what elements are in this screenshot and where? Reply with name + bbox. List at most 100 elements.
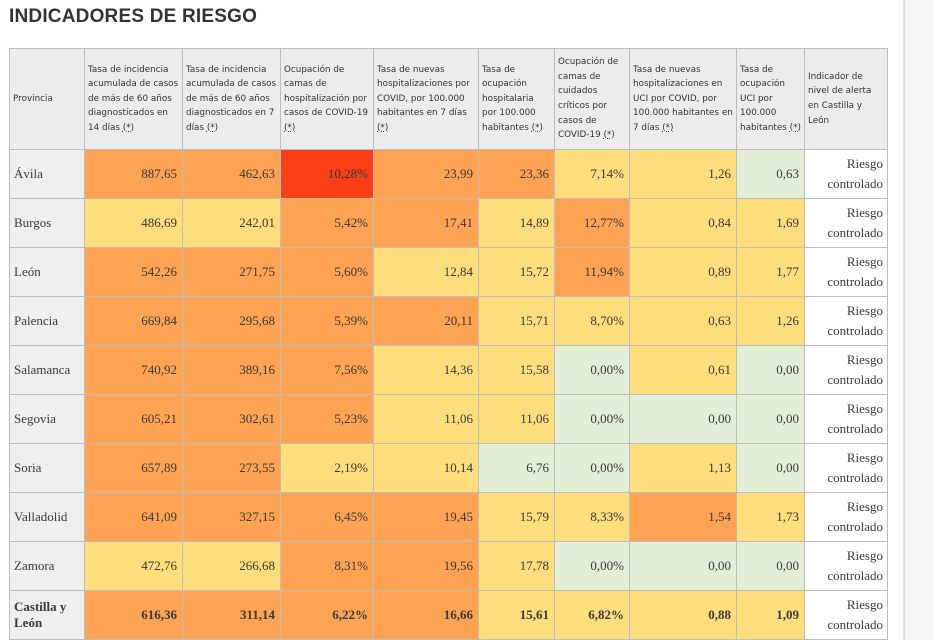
indicator-cell: 12,77% [554,198,630,248]
footnote-link[interactable]: (*) [789,122,801,133]
indicator-cell: 0,00 [629,394,737,444]
indicator-cell: 1,73 [736,492,805,542]
indicator-cell: 542,26 [84,247,183,297]
indicator-cell: 7,14% [554,149,630,199]
indicator-cell: 14,89 [478,198,555,248]
indicator-cell: 8,33% [554,492,630,542]
indicator-cell: 11,06 [478,394,555,444]
indicator-cell: 11,94% [554,247,630,297]
indicator-cell: 657,89 [84,443,183,493]
column-header: Tasa de ocupación UCI por 100.000 habita… [736,48,805,150]
alert-level-cell: Riesgo controlado [804,247,888,297]
column-header: Ocupación de camas de hospitalización po… [280,48,374,150]
province-cell: Salamanca [9,345,85,395]
column-header-text: Tasa de ocupación hospitalaria por 100.0… [482,64,536,133]
indicator-cell: 0,00 [736,345,805,395]
indicator-cell: 6,76 [478,443,555,493]
indicator-cell: 0,89 [629,247,737,297]
indicator-cell: 295,68 [182,296,281,346]
table-row: Zamora 472,76 266,68 8,31% 19,56 17,78 0,00% 0,… [9,541,888,591]
table-row: Castilla y León 616,36 311,14 6,22% 16,66 15,… [9,590,888,640]
indicator-cell: 0,00 [629,541,737,591]
indicator-cell: 11,06 [373,394,479,444]
indicator-cell: 5,39% [280,296,374,346]
table-row: Ávila 887,65 462,63 10,28% 23,99 23,36 7,14% 1,… [9,149,888,199]
footnote-link[interactable]: (*) [284,122,296,133]
table-row: Segovia 605,21 302,61 5,23% 11,06 11,06 0,00% 0… [9,394,888,444]
indicator-cell: 10,14 [373,443,479,493]
indicator-cell: 302,61 [182,394,281,444]
table-row: Palencia 669,84 295,68 5,39% 20,11 15,71 8,70%… [9,296,888,346]
alert-level-cell: Riesgo controlado [804,492,888,542]
province-cell: Castilla y León [9,590,85,640]
indicator-cell: 1,09 [736,590,805,640]
indicator-cell: 0,00% [554,345,630,395]
footnote-link[interactable]: (*) [206,122,219,133]
indicator-cell: 1,26 [736,296,805,346]
column-header-text: Provincia [13,93,53,104]
indicator-cell: 10,28% [280,149,374,199]
column-header: Provincia [9,48,85,150]
footnote-link[interactable]: (*) [377,122,389,133]
footnote-link[interactable]: (*) [531,122,543,133]
indicator-cell: 327,15 [182,492,281,542]
province-cell: Valladolid [9,492,85,542]
indicator-cell: 14,36 [373,345,479,395]
indicator-cell: 472,76 [84,541,183,591]
indicator-cell: 266,68 [182,541,281,591]
alert-level-cell: Riesgo controlado [804,149,888,199]
alert-level-cell: Riesgo controlado [804,394,888,444]
alert-level-cell: Riesgo controlado [804,541,888,591]
column-header-text: Indicador de nivel de alerta en Castilla… [808,71,872,126]
indicator-cell: 389,16 [182,345,281,395]
table-header-row: Provincia Tasa de incidencia acumulada de… [9,48,888,150]
risk-indicators-table: Provincia Tasa de incidencia acumulada de… [9,48,888,640]
indicator-cell: 616,36 [84,590,183,640]
column-header: Tasa de incidencia acumulada de casos de… [84,48,183,150]
indicator-cell: 0,00 [736,443,805,493]
indicator-cell: 23,36 [478,149,555,199]
indicator-cell: 486,69 [84,198,183,248]
indicator-cell: 0,00 [736,394,805,444]
column-header: Tasa de ocupación hospitalaria por 100.0… [478,48,555,150]
indicator-cell: 5,60% [280,247,374,297]
alert-level-cell: Riesgo controlado [804,590,888,640]
indicator-cell: 15,61 [478,590,555,640]
province-cell: Zamora [9,541,85,591]
indicator-cell: 8,31% [280,541,374,591]
indicator-cell: 15,72 [478,247,555,297]
footnote-link[interactable]: (*) [122,122,135,133]
indicator-cell: 887,65 [84,149,183,199]
province-cell: Soria [9,443,85,493]
column-header: Tasa de incidencia acumulada de casos de… [182,48,281,150]
footnote-link[interactable]: (*) [662,122,674,133]
province-cell: Ávila [9,149,85,199]
indicator-cell: 242,01 [182,198,281,248]
page-scrollbar[interactable] [903,0,933,640]
indicator-cell: 20,11 [373,296,479,346]
scrollbar-track [904,0,905,640]
column-header-text: Tasa de ocupación UCI por 100.000 habita… [740,64,790,133]
table-row: Soria 657,89 273,55 2,19% 10,14 6,76 0,00% 1,13… [9,443,888,493]
indicator-cell: 1,26 [629,149,737,199]
indicator-cell: 5,42% [280,198,374,248]
indicator-cell: 19,56 [373,541,479,591]
indicator-cell: 5,23% [280,394,374,444]
column-header-text: Tasa de incidencia acumulada de casos de… [186,64,277,133]
indicator-cell: 8,70% [554,296,630,346]
column-header: Tasa de nuevas hospitalizaciones en UCI … [629,48,737,150]
alert-level-cell: Riesgo controlado [804,198,888,248]
indicator-cell: 0,00% [554,541,630,591]
column-header-text: Tasa de nuevas hospitalizaciones por COV… [377,64,470,119]
indicator-cell: 7,56% [280,345,374,395]
alert-level-cell: Riesgo controlado [804,443,888,493]
indicator-cell: 6,22% [280,590,374,640]
indicator-cell: 15,71 [478,296,555,346]
column-header-text: Ocupación de camas de hospitalización po… [284,64,369,119]
indicator-cell: 271,75 [182,247,281,297]
indicator-cell: 669,84 [84,296,183,346]
indicator-cell: 311,14 [182,590,281,640]
footnote-link[interactable]: (*) [603,130,615,141]
indicator-cell: 0,84 [629,198,737,248]
indicator-cell: 1,69 [736,198,805,248]
